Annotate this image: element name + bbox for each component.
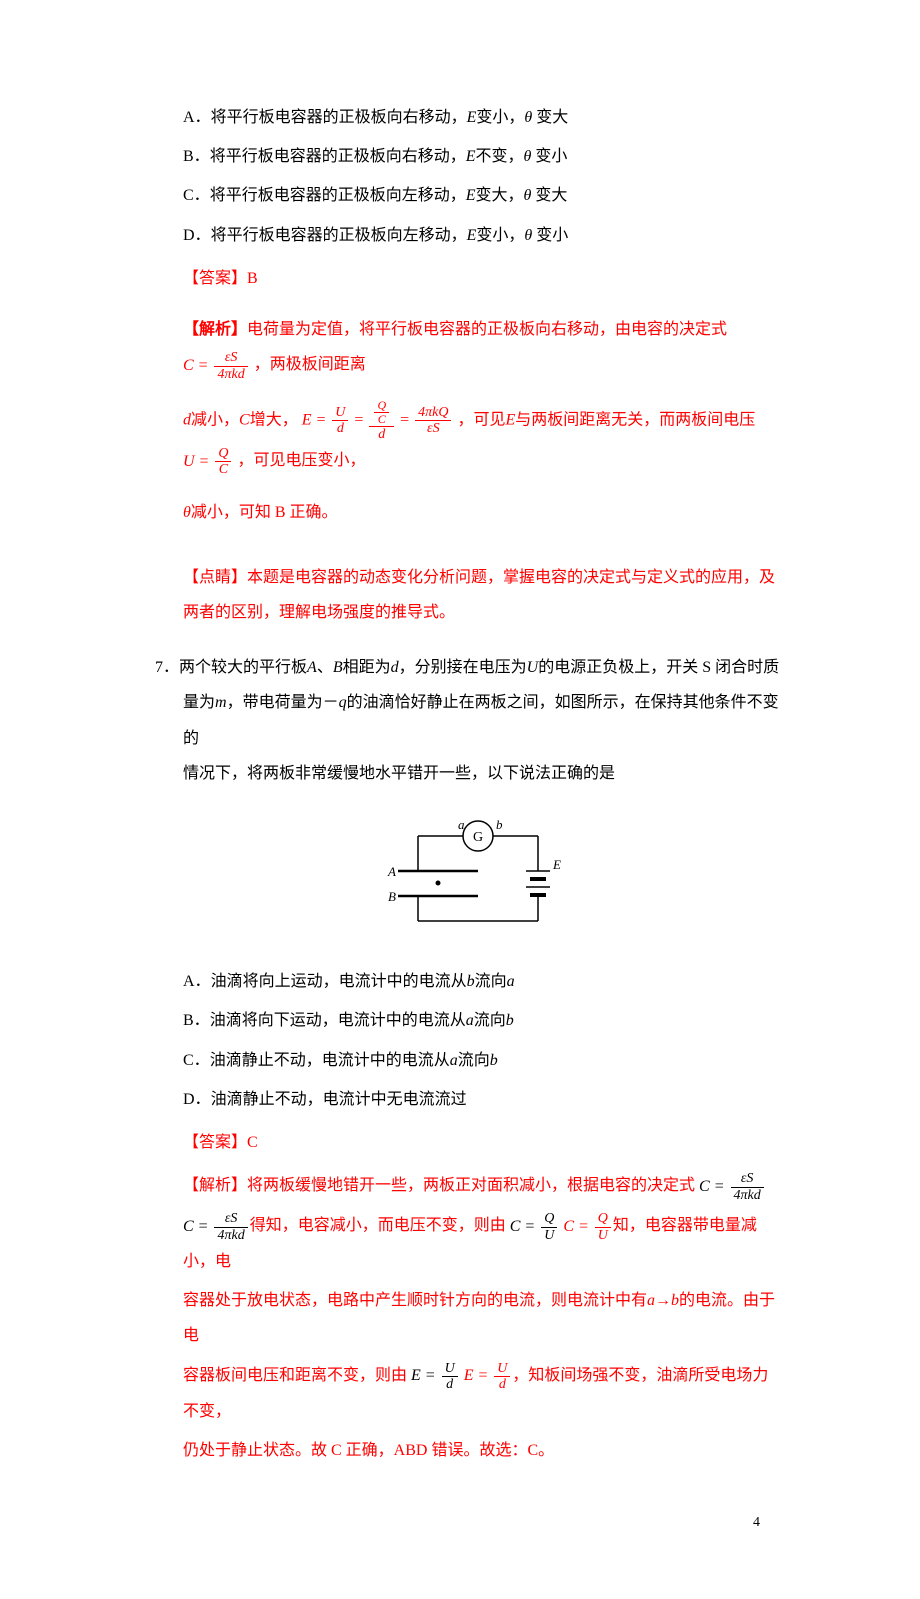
option-label: D． — [183, 227, 211, 244]
formula-cq: C = QU — [510, 1209, 560, 1244]
q6-analysis-2: d减小，C增大， E = Ud = QCd = 4πkQεS ，可见E与两板间距… — [183, 399, 780, 479]
formula-cap2: C = εS4πkd — [183, 1209, 250, 1244]
q7-option-b: B．油滴将向下运动，电流计中的电流从a流向b — [183, 1003, 780, 1038]
q6-option-b: B．将平行板电容器的正极板向右移动，E不变，θ 变小 — [183, 139, 780, 174]
q7-option-a: A．油滴将向上运动，电流计中的电流从b流向a — [183, 964, 780, 999]
q6-answer: 【答案】B — [183, 261, 780, 296]
q7-analysis-4: 容器板间电压和距离不变，则由 E = Ud E = Ud ，知板间场强不变，油滴… — [183, 1358, 780, 1429]
page-number: 4 — [155, 1508, 780, 1539]
formula-e2: E = Ud — [464, 1358, 513, 1393]
q7-circuit-figure: G a b A B E — [155, 811, 780, 944]
formula-cap1: C = εS4πkd — [699, 1169, 766, 1204]
q7-analysis-3: 容器处于放电状态，电路中产生顺时针方向的电流，则电流计中有a→b的电流。由于电 — [183, 1283, 780, 1353]
q7-answer: 【答案】C — [183, 1125, 780, 1160]
q7-analysis-5: 仍处于静止状态。故 C 正确，ABD 错误。故选：C。 — [183, 1433, 780, 1468]
option-label: A． — [183, 109, 211, 126]
option-label: B． — [183, 148, 210, 165]
formula-capacitance: C = εS4πkd — [183, 348, 250, 383]
option-label: C． — [183, 187, 210, 204]
svg-text:a: a — [458, 817, 465, 832]
svg-text:G: G — [472, 830, 482, 845]
svg-text:E: E — [552, 857, 561, 872]
q6-option-d: D．将平行板电容器的正极板向左移动，E变小，θ 变小 — [183, 218, 780, 253]
q7-option-c: C．油滴静止不动，电流计中的电流从a流向b — [183, 1043, 780, 1078]
formula-field: E = Ud = QCd = 4πkQεS — [302, 399, 454, 443]
q6-analysis-3: θ减小，可知 B 正确。 — [183, 495, 780, 530]
q7-stem-1: 7．两个较大的平行板A、B相距为d，分别接在电压为U的电源正负极上，开关 S 闭… — [183, 650, 780, 685]
q7-option-d: D．油滴静止不动，电流计中无电流流过 — [183, 1082, 780, 1117]
q7-analysis-1: 【解析】将两板缓慢地错开一些，两板正对面积减小，根据电容的决定式 C = εS4… — [183, 1168, 780, 1204]
svg-text:b: b — [496, 817, 503, 832]
q7-stem-2: 量为m，带电荷量为－q的油滴恰好静止在两板之间，如图所示，在保持其他条件不变的 — [183, 685, 780, 755]
q6-option-a: A．将平行板电容器的正极板向右移动，E变小，θ 变大 — [183, 100, 780, 135]
formula-e1: E = Ud — [411, 1358, 460, 1393]
q7-analysis-2: C = εS4πkd 得知，电容减小，而电压不变，则由 C = QU C = Q… — [183, 1208, 780, 1279]
q7-stem-3: 情况下，将两板非常缓慢地水平错开一些，以下说法正确的是 — [183, 756, 780, 791]
q6-analysis-1: 【解析】电荷量为定值，将平行板电容器的正极板向右移动，由电容的决定式 C = ε… — [183, 312, 780, 383]
formula-voltage: U = QC — [183, 444, 233, 479]
q6-tip: 【点睛】本题是电容器的动态变化分析问题，掌握电容的决定式与定义式的应用，及两者的… — [183, 560, 780, 630]
svg-text:A: A — [387, 864, 396, 879]
q6-option-c: C．将平行板电容器的正极板向左移动，E变大，θ 变大 — [183, 178, 780, 213]
formula-cq2: C = QU — [563, 1209, 613, 1244]
svg-text:B: B — [388, 889, 396, 904]
